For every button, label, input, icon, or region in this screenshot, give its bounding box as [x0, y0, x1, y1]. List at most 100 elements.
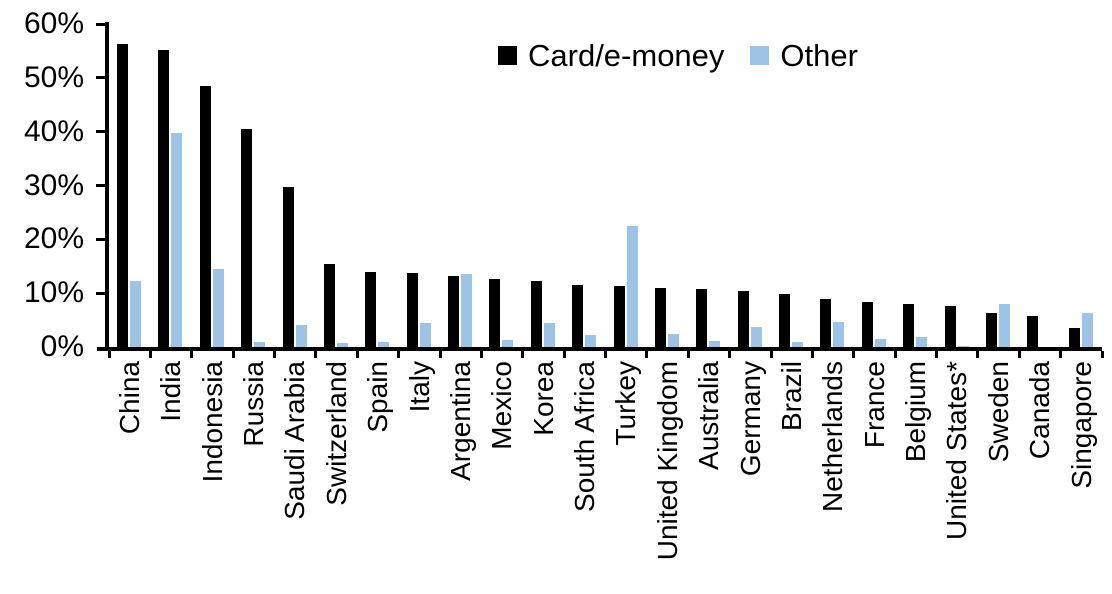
x-label-text: Mexico — [486, 361, 518, 450]
legend: Card/e-money Other — [498, 40, 858, 71]
bar-group-south-africa — [564, 24, 605, 347]
x-tick-8 — [438, 351, 442, 358]
bar-other — [709, 341, 721, 347]
bar-group-singapore — [1061, 24, 1102, 347]
bar-card-e-money — [158, 49, 170, 347]
bar-group-australia — [688, 24, 729, 347]
x-label-text: Saudi Arabia — [279, 361, 311, 520]
bar-card-e-money — [985, 313, 997, 347]
x-label-switzerland: Switzerland — [316, 361, 357, 594]
bar-group-saudi-arabia — [275, 24, 316, 347]
y-tick-label-20: 20% — [23, 222, 84, 256]
x-label-belgium: Belgium — [895, 361, 936, 594]
y-tick-20 — [96, 237, 105, 241]
bar-other — [212, 269, 224, 347]
bar-card-e-money — [530, 281, 542, 347]
x-label-france: France — [854, 361, 895, 594]
x-tick-2 — [190, 351, 194, 358]
y-tick-60 — [96, 22, 105, 26]
bar-group-spain — [357, 24, 398, 347]
x-label-text: Singapore — [1065, 361, 1097, 489]
bar-card-e-money — [613, 285, 625, 347]
other-swatch-icon — [750, 46, 770, 65]
bar-other — [833, 321, 845, 347]
x-tick-24 — [1100, 351, 1104, 358]
x-label-text: Turkey — [610, 361, 642, 446]
x-label-text: United States* — [941, 361, 973, 540]
x-label-text: Netherlands — [817, 361, 849, 512]
y-tick-40 — [96, 130, 105, 134]
bar-group-netherlands — [812, 24, 853, 347]
bar-group-canada — [1019, 24, 1060, 347]
x-tick-6 — [355, 351, 359, 358]
x-tick-4 — [273, 351, 276, 358]
bar-other — [461, 273, 472, 347]
bar-card-e-money — [117, 43, 128, 347]
x-label-germany: Germany — [730, 361, 771, 594]
bar-group-united-states- — [937, 24, 978, 347]
x-label-text: Argentina — [444, 361, 476, 481]
bar-group-argentina — [440, 24, 481, 347]
x-label-united-states-: United States* — [937, 361, 978, 594]
bar-card-e-money — [365, 272, 377, 347]
y-tick-label-30: 30% — [23, 168, 84, 202]
x-tick-16 — [769, 351, 773, 358]
x-label-text: China — [113, 361, 145, 435]
bar-other — [750, 327, 762, 347]
legend-label-other: Other — [780, 38, 858, 73]
x-label-saudi-arabia: Saudi Arabia — [275, 361, 316, 594]
x-label-sweden: Sweden — [978, 361, 1019, 594]
bar-other — [998, 304, 1010, 347]
bar-other — [130, 281, 141, 347]
bar-card-e-money — [1027, 316, 1039, 347]
bar-group-turkey — [606, 24, 647, 347]
x-label-korea: Korea — [523, 361, 564, 594]
bar-other — [254, 341, 266, 347]
x-label-text: Germany — [734, 361, 766, 477]
bar-card-e-money — [779, 294, 790, 347]
x-label-australia: Australia — [688, 361, 729, 594]
legend-label-card-e-money: Card/e-money — [528, 38, 725, 73]
x-label-text: Italy — [403, 361, 435, 413]
legend-item-card-e-money: Card/e-money — [498, 40, 724, 71]
y-tick-label-40: 40% — [23, 114, 84, 148]
x-label-india: India — [150, 361, 191, 594]
x-label-text: Australia — [693, 361, 725, 470]
bar-other — [916, 337, 928, 347]
x-label-text: Korea — [527, 361, 559, 436]
bar-other — [502, 340, 514, 347]
x-label-text: Brazil — [775, 361, 807, 432]
x-label-text: Canada — [1024, 361, 1056, 460]
x-tick-14 — [686, 351, 690, 358]
bar-other — [626, 225, 638, 347]
x-tick-17 — [810, 351, 814, 358]
x-tick-13 — [645, 351, 649, 358]
bar-card-e-money — [241, 128, 253, 347]
bar-card-e-money — [489, 278, 501, 347]
bar-group-france — [854, 24, 895, 347]
bar-other — [378, 341, 390, 347]
x-tick-10 — [521, 351, 525, 358]
x-tick-18 — [852, 351, 856, 358]
bar-group-india — [150, 24, 191, 347]
x-tick-21 — [976, 351, 980, 358]
x-label-netherlands: Netherlands — [812, 361, 853, 594]
x-label-russia: Russia — [233, 361, 274, 594]
x-label-text: Belgium — [900, 361, 932, 463]
x-label-text: South Africa — [569, 361, 601, 512]
plot-area — [109, 24, 1102, 347]
bar-group-korea — [523, 24, 564, 347]
bar-other — [295, 325, 307, 347]
bar-other — [874, 339, 886, 347]
x-tick-3 — [231, 351, 235, 358]
x-label-text: Indonesia — [196, 361, 228, 483]
x-label-text: United Kingdom — [651, 361, 683, 561]
y-tick-label-10: 10% — [23, 276, 84, 310]
x-tick-19 — [893, 351, 897, 358]
x-label-brazil: Brazil — [771, 361, 812, 594]
x-tick-20 — [935, 351, 938, 358]
bar-group-sweden — [978, 24, 1019, 347]
bar-card-e-money — [406, 272, 418, 347]
x-label-argentina: Argentina — [440, 361, 481, 594]
x-label-text: Switzerland — [320, 361, 352, 506]
